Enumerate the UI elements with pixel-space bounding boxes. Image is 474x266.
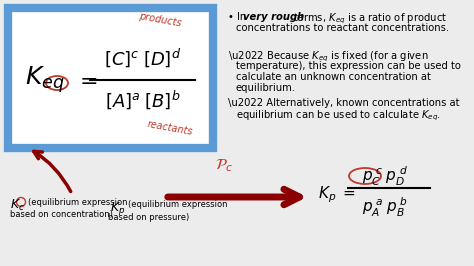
Text: (equilibrium expression: (equilibrium expression — [28, 198, 128, 207]
Text: $[A]^a\;[B]^b$: $[A]^a\;[B]^b$ — [105, 89, 181, 111]
Text: • In: • In — [228, 12, 249, 22]
Text: $\mathcal{P}_c$: $\mathcal{P}_c$ — [215, 157, 233, 174]
Text: $K_p\;=$: $K_p\;=$ — [318, 185, 356, 205]
Text: (equilibrium expression: (equilibrium expression — [128, 200, 228, 209]
Text: concentrations to reactant concentrations.: concentrations to reactant concentration… — [236, 23, 449, 33]
Text: very rough: very rough — [243, 12, 304, 22]
Text: \u2022 Because $K_{eq}$ is fixed (for a given: \u2022 Because $K_{eq}$ is fixed (for a … — [228, 50, 428, 64]
Text: \u2022 Alternatively, known concentrations at: \u2022 Alternatively, known concentratio… — [228, 98, 459, 108]
Text: reactants: reactants — [146, 119, 194, 137]
Text: equilibrium can be used to calculate $K_{eq}$.: equilibrium can be used to calculate $K_… — [236, 109, 441, 123]
FancyBboxPatch shape — [8, 8, 213, 148]
Text: $K_p$: $K_p$ — [110, 200, 125, 217]
Text: $[C]^c\;[D]^d$: $[C]^c\;[D]^d$ — [104, 47, 182, 69]
Text: $K_{eq}$: $K_{eq}$ — [25, 65, 64, 95]
Text: products: products — [138, 11, 182, 29]
Text: $=$: $=$ — [75, 69, 98, 91]
Text: $p_A^{\;a}\;p_B^{\;b}$: $p_A^{\;a}\;p_B^{\;b}$ — [362, 196, 408, 219]
Text: based on concentration): based on concentration) — [10, 210, 113, 219]
Text: based on pressure): based on pressure) — [108, 213, 189, 222]
Text: calculate an unknown concentration at: calculate an unknown concentration at — [236, 72, 431, 82]
Text: equilibrium.: equilibrium. — [236, 83, 296, 93]
Text: terms, $K_{eq}$ is a ratio of product: terms, $K_{eq}$ is a ratio of product — [293, 12, 447, 26]
Text: $p_C^{\;c}\;p_D^{\;d}$: $p_C^{\;c}\;p_D^{\;d}$ — [362, 164, 408, 188]
Text: temperature), this expression can be used to: temperature), this expression can be use… — [236, 61, 461, 71]
Text: $K_c$: $K_c$ — [10, 198, 25, 213]
